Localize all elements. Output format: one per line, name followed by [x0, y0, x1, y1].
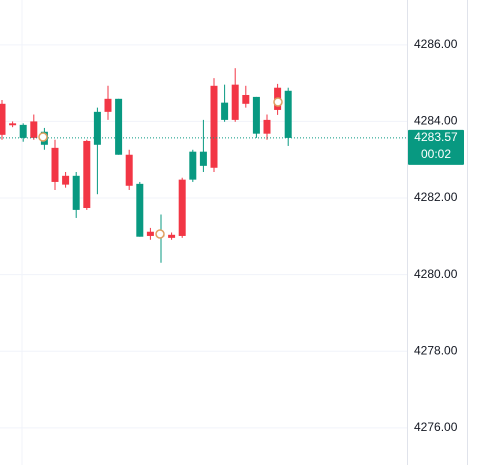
candle-body — [199, 151, 207, 166]
last-price-label: 4283.57 — [414, 130, 458, 144]
candle-body — [62, 175, 70, 185]
candle-body — [136, 183, 144, 237]
candle-body — [178, 179, 186, 236]
candle-body — [210, 85, 218, 168]
candle-body — [72, 175, 80, 210]
y-tick-label: 4286.00 — [414, 37, 458, 51]
candle-body — [284, 90, 292, 138]
y-tick-label: 4278.00 — [414, 343, 458, 357]
candle-body — [9, 123, 17, 126]
candle-body — [30, 121, 38, 138]
candle-body — [115, 98, 123, 155]
candle-body — [83, 140, 91, 208]
y-tick-label: 4284.00 — [414, 114, 458, 128]
candle-body — [221, 102, 229, 120]
y-tick-label: 4280.00 — [414, 267, 458, 281]
candle-body — [104, 98, 112, 112]
candle-body — [252, 96, 260, 134]
event-marker — [38, 132, 48, 142]
candle-body — [19, 124, 27, 138]
y-tick-label: 4276.00 — [414, 420, 458, 434]
last-price-box — [408, 129, 464, 165]
candle-body — [51, 147, 59, 182]
candle-body — [231, 84, 239, 120]
candle-body — [93, 111, 101, 145]
candle-body — [168, 234, 176, 238]
y-tick-label: 4282.00 — [414, 190, 458, 204]
countdown-label: 00:02 — [421, 147, 451, 161]
candle-body — [125, 154, 133, 186]
candle-body — [0, 103, 6, 135]
candle-body — [263, 119, 271, 134]
event-marker — [155, 229, 165, 239]
candle-body — [242, 94, 250, 104]
candle-body — [189, 151, 197, 180]
candle-body — [146, 231, 154, 236]
event-marker — [273, 97, 283, 107]
